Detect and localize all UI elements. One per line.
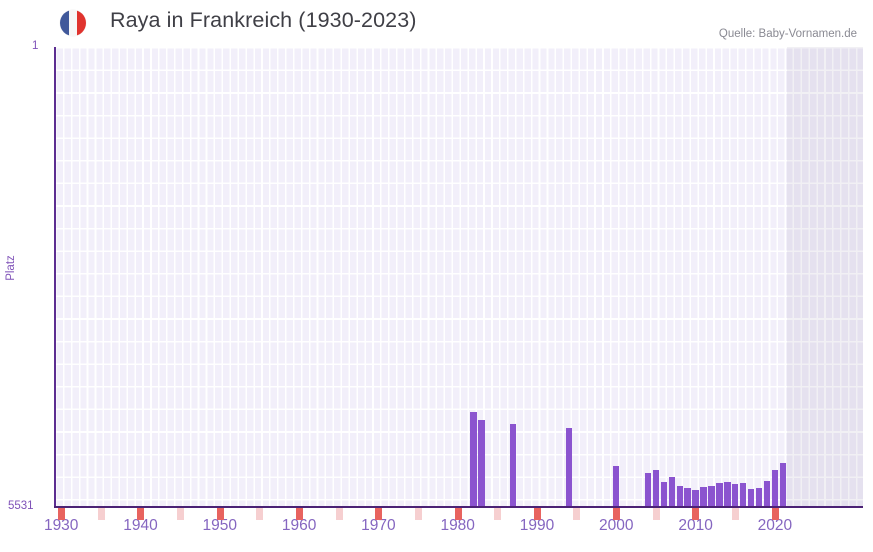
bar-2013[interactable]: [716, 483, 723, 507]
y-axis-label: Platz: [5, 255, 17, 281]
x-axis-tick-1950: 1950: [202, 517, 238, 534]
bar-2018[interactable]: [755, 488, 763, 507]
bar-1982[interactable]: [470, 412, 477, 507]
bar-2006[interactable]: [660, 482, 668, 507]
bar-2011[interactable]: [700, 487, 707, 507]
bar-1987[interactable]: [510, 424, 517, 507]
x-axis-tick-1990: 1990: [519, 517, 555, 534]
x-axis-tick-2010: 2010: [678, 517, 713, 534]
bar-2012[interactable]: [708, 486, 715, 507]
horizontal-gridlines: [55, 47, 863, 507]
x-axis-tick-1940: 1940: [123, 517, 158, 534]
x-axis-marker-1950: [216, 508, 224, 520]
x-axis-marker-1960: [295, 508, 303, 520]
bar-2008[interactable]: [676, 486, 683, 507]
bar-2000[interactable]: [613, 466, 620, 507]
bar-1994[interactable]: [565, 428, 572, 507]
x-axis-marker-1945: [176, 508, 184, 520]
bar-2005[interactable]: [652, 470, 660, 507]
x-axis-marker-1930: [58, 508, 65, 520]
bar-2021[interactable]: [779, 463, 787, 507]
x-axis-tick-2020: 2020: [757, 517, 793, 534]
flag-stripe-red: [77, 10, 86, 36]
x-axis-tick-1960: 1960: [281, 517, 317, 534]
x-axis-marker-1970: [375, 508, 383, 520]
x-axis-tick-1980: 1980: [440, 517, 475, 534]
bar-2004[interactable]: [644, 473, 652, 507]
bar-1983[interactable]: [478, 420, 485, 507]
future-shaded-region: [786, 47, 863, 507]
france-flag-icon: [60, 10, 86, 36]
y-axis-line: [54, 47, 57, 508]
bar-2009[interactable]: [684, 488, 691, 507]
x-axis-marker-2000: [613, 508, 621, 520]
bar-2015[interactable]: [732, 484, 739, 507]
x-axis-marker-1995: [573, 508, 581, 520]
x-axis-marker-2020: [771, 508, 779, 520]
x-axis-marker-1980: [454, 508, 462, 520]
x-axis-marker-2015: [732, 508, 740, 520]
x-axis-marker-1965: [335, 508, 343, 520]
x-axis-line: [54, 506, 863, 509]
bar-2016[interactable]: [739, 483, 747, 507]
x-axis-marker-2005: [652, 508, 660, 520]
x-axis-marker-1990: [533, 508, 541, 520]
x-axis-marker-1935: [97, 508, 105, 520]
x-axis-tick-2000: 2000: [599, 517, 634, 534]
source-label: Quelle: Baby-Vornamen.de: [718, 28, 857, 40]
chart-header: Raya in Frankreich (1930-2023) Quelle: B…: [0, 0, 873, 42]
flag-stripe-white: [68, 10, 78, 36]
bar-2014[interactable]: [724, 482, 731, 507]
x-axis-tick-1970: 1970: [361, 517, 396, 534]
flag-stripe-blue: [60, 10, 69, 36]
x-axis-marker-1975: [414, 508, 422, 520]
x-axis-marker-1985: [494, 508, 502, 520]
bar-2007[interactable]: [668, 477, 675, 507]
bar-2019[interactable]: [763, 481, 771, 507]
x-axis-tick-1930: 1930: [43, 517, 79, 534]
bar-2010[interactable]: [692, 490, 699, 507]
plot-area: [55, 47, 863, 507]
x-axis-marker-1940: [137, 508, 145, 520]
bar-2017[interactable]: [747, 489, 755, 507]
x-axis-marker-1955: [256, 508, 264, 520]
bar-2020[interactable]: [771, 470, 779, 507]
chart-title: Raya in Frankreich (1930-2023): [110, 8, 417, 32]
vertical-gridlines: [55, 47, 863, 507]
x-axis-marker-2010: [692, 508, 700, 520]
